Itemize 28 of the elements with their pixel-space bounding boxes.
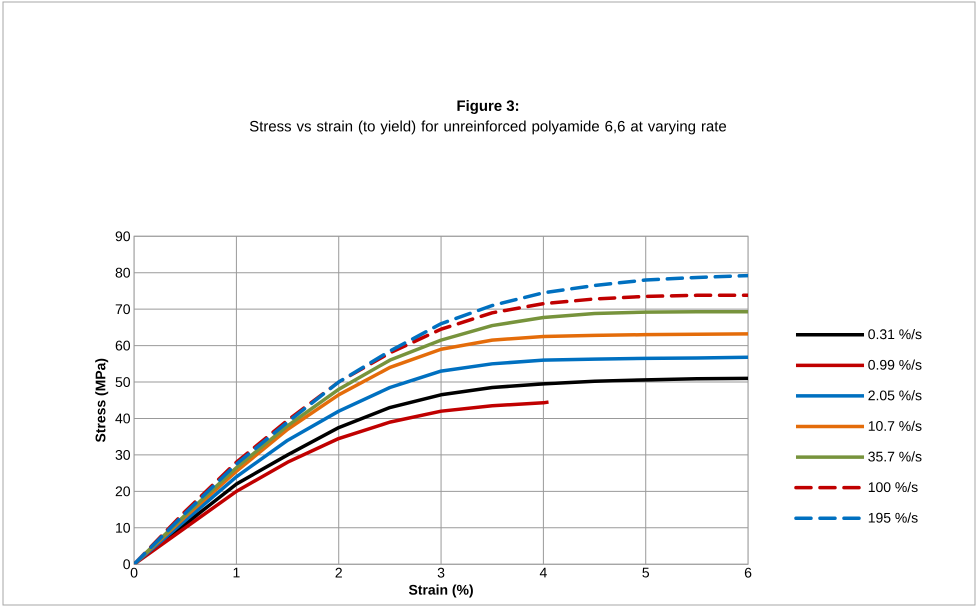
x-tick-label: 4 xyxy=(540,568,547,578)
x-tick-label: 1 xyxy=(234,568,240,578)
legend-label: 10.7 %/s xyxy=(868,420,922,431)
y-axis-title: Stress (MPa) xyxy=(95,358,108,442)
y-tick-label: 20 xyxy=(116,486,130,496)
legend-label: 0.31 %/s xyxy=(868,328,922,340)
y-tick-label: 40 xyxy=(115,414,130,424)
y-tick-label: 60 xyxy=(116,340,130,351)
x-axis-title: Strain (%) xyxy=(408,584,473,598)
y-tick-label: 90 xyxy=(116,231,130,242)
x-tick-label: 5 xyxy=(642,568,650,578)
y-tick-label: 70 xyxy=(116,304,130,314)
x-tick-label: 0 xyxy=(130,568,138,578)
x-tick-label: 2 xyxy=(336,568,342,578)
y-tick-label: 10 xyxy=(116,522,130,533)
y-tick-label: 50 xyxy=(116,377,130,387)
x-tick-label: 6 xyxy=(744,568,752,578)
chart-title: Figure 3: xyxy=(457,100,518,114)
y-tick-label: 30 xyxy=(116,450,130,460)
legend-label: 195 %/s xyxy=(868,512,918,523)
x-tick-label: 3 xyxy=(438,568,444,578)
chart-subtitle: Stress vs strain (to yield) for unreinforced polyamide 6,6 at varying rate xyxy=(250,120,726,134)
legend-label: 2.05 %/s xyxy=(868,390,922,400)
y-tick-label: 80 xyxy=(116,268,130,278)
legend-label: 35.7 %/s xyxy=(868,451,922,462)
legend-label: 100 %/s xyxy=(868,482,918,492)
legend-label: 0.99 %/s xyxy=(868,360,922,370)
y-tick-label: 0 xyxy=(123,559,130,570)
